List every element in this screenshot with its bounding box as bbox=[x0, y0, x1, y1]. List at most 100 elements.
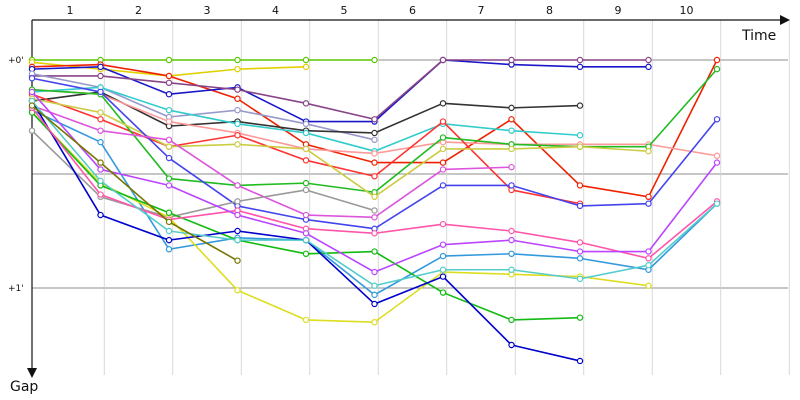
series-segment bbox=[510, 118, 581, 186]
series-segment bbox=[99, 161, 170, 223]
data-point bbox=[439, 159, 447, 166]
series-segment bbox=[442, 123, 512, 132]
data-point bbox=[645, 200, 652, 207]
data-point bbox=[439, 241, 447, 248]
x-tick-labels: 1 2 3 4 5 6 7 8 9 10 bbox=[67, 4, 694, 17]
series-segment bbox=[305, 159, 375, 178]
series-segment bbox=[305, 182, 375, 194]
series-segment bbox=[237, 214, 307, 235]
data-point bbox=[439, 100, 447, 107]
series-segment bbox=[442, 271, 512, 276]
data-point bbox=[371, 173, 378, 180]
series-segment bbox=[237, 189, 307, 203]
data-point bbox=[371, 207, 378, 214]
series-segment bbox=[237, 88, 307, 105]
data-point bbox=[234, 227, 241, 235]
data-point bbox=[302, 145, 310, 153]
data-point bbox=[713, 159, 721, 166]
data-point bbox=[508, 163, 515, 171]
data-point bbox=[576, 239, 584, 246]
series-segment bbox=[100, 214, 170, 241]
series-segment bbox=[374, 275, 444, 305]
x-tick-label: 2 bbox=[135, 4, 142, 17]
series-segment bbox=[442, 102, 512, 109]
series-segment bbox=[305, 132, 375, 152]
data-point bbox=[576, 132, 584, 139]
series-segment bbox=[31, 100, 102, 216]
series-segment bbox=[168, 209, 238, 221]
data-point bbox=[302, 63, 310, 71]
x-tick-label: 10 bbox=[680, 4, 694, 17]
y-axis-label: Gap bbox=[10, 379, 38, 395]
series-segment bbox=[31, 77, 101, 93]
series-segment bbox=[237, 143, 307, 150]
data-point bbox=[97, 177, 104, 185]
data-point bbox=[713, 200, 721, 207]
data-point bbox=[165, 154, 173, 162]
series-segment bbox=[647, 68, 718, 148]
series-segment bbox=[647, 162, 718, 253]
series-segment bbox=[305, 218, 375, 230]
series-segment bbox=[305, 102, 375, 121]
series-segment bbox=[579, 241, 649, 260]
x-tick-label: 9 bbox=[615, 4, 622, 17]
series-segment bbox=[305, 143, 375, 164]
series-segment bbox=[168, 200, 238, 219]
series-segment bbox=[374, 250, 444, 294]
data-point bbox=[439, 134, 447, 141]
data-point bbox=[439, 220, 447, 228]
series-segment bbox=[374, 123, 444, 152]
series-segment bbox=[305, 214, 375, 219]
series-segment bbox=[237, 66, 307, 70]
series-segment bbox=[374, 271, 444, 323]
series-segment bbox=[579, 275, 649, 287]
series-segment bbox=[31, 93, 101, 121]
data-point bbox=[645, 282, 652, 289]
series-segment bbox=[511, 63, 581, 68]
data-point bbox=[302, 157, 310, 164]
data-point bbox=[28, 127, 36, 134]
series-segment bbox=[168, 75, 238, 100]
series-segment bbox=[100, 63, 170, 77]
series-segment bbox=[168, 184, 238, 216]
series-segment bbox=[511, 344, 581, 362]
data-point bbox=[371, 159, 378, 166]
data-point bbox=[645, 193, 652, 200]
data-point bbox=[576, 314, 584, 321]
data-point bbox=[97, 127, 104, 134]
data-point bbox=[165, 90, 173, 98]
x-axis-label: Time bbox=[741, 28, 776, 44]
data-point bbox=[576, 143, 584, 150]
series-segment bbox=[31, 104, 101, 132]
series-segment bbox=[647, 200, 718, 259]
data-point bbox=[371, 248, 378, 255]
series-11 bbox=[28, 95, 652, 200]
data-point bbox=[713, 116, 721, 123]
series-20 bbox=[28, 88, 721, 276]
data-point bbox=[302, 120, 310, 128]
data-point bbox=[234, 236, 241, 244]
data-point bbox=[97, 88, 104, 96]
y-axis-arrow bbox=[27, 368, 37, 378]
series-segment bbox=[511, 189, 581, 205]
data-point bbox=[439, 166, 447, 173]
series-segment bbox=[31, 130, 102, 198]
series-segment bbox=[374, 268, 444, 287]
series-segment bbox=[511, 145, 581, 150]
series-segment bbox=[100, 66, 170, 95]
series-segment bbox=[647, 118, 718, 205]
series-segment bbox=[237, 86, 307, 123]
series-segment bbox=[168, 120, 238, 134]
data-point bbox=[645, 56, 652, 64]
data-point bbox=[165, 182, 173, 189]
x-tick-label: 3 bbox=[204, 4, 211, 17]
series-22 bbox=[28, 102, 241, 264]
data-point bbox=[508, 56, 515, 64]
data-point bbox=[28, 75, 36, 82]
data-point bbox=[97, 72, 104, 80]
data-point bbox=[165, 209, 173, 216]
series-segment bbox=[168, 143, 238, 148]
data-point bbox=[371, 268, 378, 276]
series-segment bbox=[374, 255, 444, 296]
data-point bbox=[371, 319, 378, 326]
